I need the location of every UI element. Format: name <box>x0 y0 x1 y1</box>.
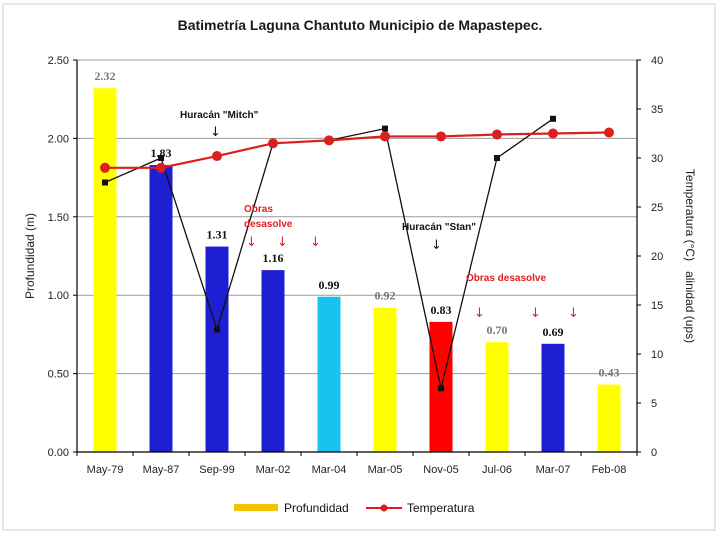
salinity-point <box>102 179 108 186</box>
salinity-point <box>158 155 164 161</box>
left-tick-label: 1.00 <box>48 290 69 302</box>
right-axis-ticks: 0 5 10 15 20 25 30 35 40 <box>637 55 663 459</box>
x-tick-label: Jul-06 <box>482 464 512 476</box>
legend-label-profundidad: Profundidad <box>284 501 349 515</box>
x-tick-label: Mar-05 <box>368 464 403 476</box>
salinity-point <box>214 326 220 333</box>
bar-data-label: 0.69 <box>543 325 564 339</box>
bar <box>317 296 341 452</box>
temperature-point <box>324 135 334 146</box>
temperature-point <box>604 127 614 138</box>
bar <box>597 384 621 452</box>
arrow-down-icon: ↓ <box>431 238 442 253</box>
right-tick-label: 20 <box>651 251 663 263</box>
temperature-point <box>100 162 110 173</box>
annotation-obras-desasolve: Obras desasolve <box>466 273 546 284</box>
right-tick-label: 30 <box>651 153 663 165</box>
left-tick-label: 0.50 <box>48 369 69 381</box>
bar <box>485 342 509 452</box>
temperature-point <box>548 128 558 139</box>
arrow-down-icon: ↓ <box>474 306 485 321</box>
bar-data-label: 1.16 <box>263 251 284 265</box>
bar-series <box>93 88 621 452</box>
bar <box>373 307 397 452</box>
arrow-down-icon: ↓ <box>246 235 257 250</box>
arrow-down-icon: ↓ <box>210 125 221 140</box>
left-tick-label: 1.50 <box>48 212 69 224</box>
right-tick-label: 35 <box>651 104 663 116</box>
temperature-series <box>100 127 614 173</box>
legend-label-temperatura: Temperatura <box>407 501 475 515</box>
bar <box>149 165 173 452</box>
annotation-obras: Obras <box>244 204 273 215</box>
x-tick-label: May-87 <box>143 464 180 476</box>
salinity-point <box>550 115 556 122</box>
x-tick-label: Nov-05 <box>423 464 458 476</box>
bar-data-label: 1.83 <box>151 146 172 160</box>
arrow-down-icon: ↓ <box>530 306 541 321</box>
right-axis-label: Temperatura (°C) alinidad (ups) <box>683 169 697 343</box>
bar-data-label: 0.70 <box>487 323 508 337</box>
temperature-point <box>492 129 502 140</box>
bar-data-label: 0.43 <box>599 366 620 380</box>
annotation-desasolve: desasolve <box>244 219 293 230</box>
temperature-point <box>156 162 166 173</box>
annotation-huracan-stan: Huracán "Stan" <box>402 222 476 233</box>
right-tick-label: 25 <box>651 202 663 214</box>
bar-data-label: 0.92 <box>375 289 396 303</box>
bar-data-label: 2.32 <box>95 69 116 83</box>
x-tick-label: Mar-02 <box>256 464 291 476</box>
left-tick-label: 0.00 <box>48 447 69 459</box>
arrow-down-icon: ↓ <box>310 235 321 250</box>
salinity-point <box>438 385 444 392</box>
right-tick-label: 40 <box>651 55 663 67</box>
bar-data-label: 0.83 <box>431 303 452 317</box>
annotation-huracan-mitch: Huracán "Mitch" <box>180 110 259 121</box>
x-tick-label: Sep-99 <box>199 464 234 476</box>
salinity-point <box>382 125 388 132</box>
chart-frame <box>2 3 716 531</box>
left-tick-label: 2.00 <box>48 133 69 145</box>
left-tick-label: 2.50 <box>48 55 69 67</box>
salinity-point <box>494 155 500 161</box>
bar <box>541 343 565 452</box>
right-tick-label: 5 <box>651 398 657 410</box>
chart-title: Batimetría Laguna Chantuto Municipio de … <box>178 17 543 33</box>
arrow-down-icon: ↓ <box>277 235 288 250</box>
temperature-point <box>380 131 390 142</box>
x-tick-label: Mar-04 <box>312 464 347 476</box>
x-tick-label: May-79 <box>87 464 124 476</box>
bar-data-labels: 2.32 1.83 1.31 1.16 0.99 0.92 0.83 0.70 0.69 0.43 <box>95 69 620 379</box>
x-axis-ticks: May-79 May-87 Sep-99 Mar-02 Mar-04 Mar-05 Nov-… <box>76 452 638 476</box>
x-tick-label: Feb-08 <box>592 464 627 476</box>
legend-swatch-profundidad <box>234 504 278 511</box>
bar-data-label: 1.31 <box>207 228 228 242</box>
bar <box>261 270 285 452</box>
right-tick-label: 15 <box>651 300 663 312</box>
temperature-point <box>268 138 278 149</box>
temperature-point <box>212 151 222 162</box>
legend: Profundidad Temperatura <box>234 501 475 515</box>
left-axis-ticks: 0.00 0.50 1.00 1.50 2.00 2.50 <box>48 55 77 459</box>
right-tick-label: 0 <box>651 447 657 459</box>
bar <box>93 88 117 452</box>
bar <box>205 246 229 452</box>
temperature-line <box>105 131 610 169</box>
legend-swatch-temperatura-marker <box>380 504 388 512</box>
x-tick-label: Mar-07 <box>536 464 571 476</box>
left-axis-label: Profundidad (m) <box>23 213 37 299</box>
bar-data-label: 0.99 <box>319 278 340 292</box>
right-tick-label: 10 <box>651 349 663 361</box>
arrow-down-icon: ↓ <box>568 306 579 321</box>
temperature-point <box>436 131 446 142</box>
